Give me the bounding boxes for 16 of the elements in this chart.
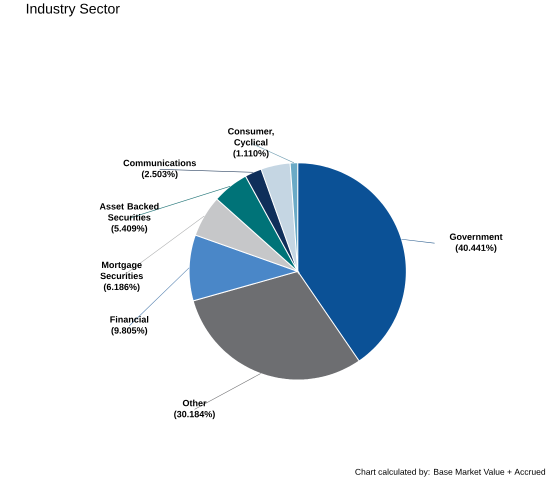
data-label: (5.409%) [111, 225, 148, 234]
data-label: (30.184%) [174, 410, 215, 420]
text: Chart calculated by: Base Market Value + Accrued [355, 468, 546, 477]
slice-label: Mortgage Securities [100, 262, 143, 280]
slice-label: Asset Backed Securities [100, 202, 159, 221]
data-label: (6.186%) [104, 284, 140, 292]
slice-label: Financial [110, 316, 148, 323]
data-label: (40.441%) [456, 244, 496, 253]
data-label: (2.503%) [142, 170, 178, 180]
slice-label: Consumer, Cyclical [228, 128, 274, 148]
chart-title: Industry Sector [26, 3, 120, 16]
slice-label: Government [450, 234, 502, 240]
data-label: (1.110%) [233, 150, 269, 158]
data-label: (9.805%) [111, 327, 148, 336]
slice-label: Communications [124, 160, 196, 166]
slice-label: Other [182, 400, 206, 406]
